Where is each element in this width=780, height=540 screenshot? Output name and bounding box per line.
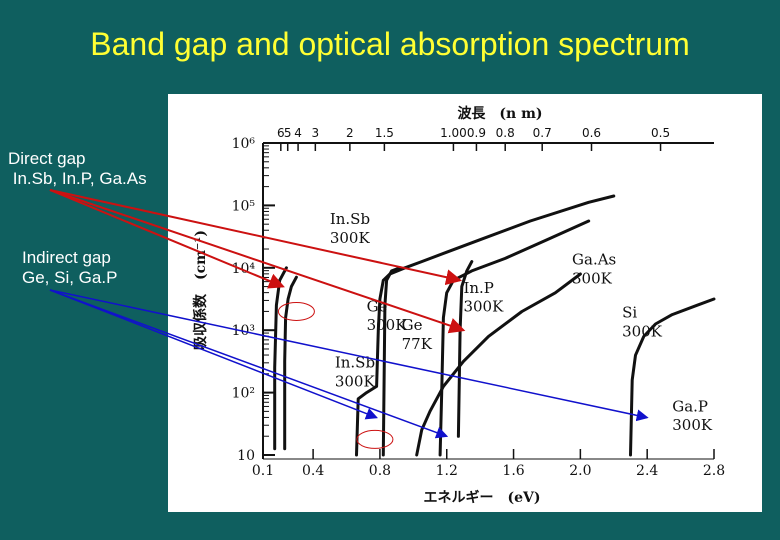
- top-axis-title: 波長 (n m): [457, 105, 542, 122]
- y-tick-label: 10⁵: [232, 198, 256, 214]
- x-tick-label: 2.8: [703, 463, 725, 479]
- top-tick-label: 0.8: [496, 126, 515, 140]
- highlight-ellipse: [277, 301, 315, 321]
- curve-label: 300K: [367, 316, 408, 334]
- curve-label: 300K: [622, 322, 663, 340]
- curve-label: Ge: [402, 316, 423, 334]
- x-tick-label: 0.1: [252, 463, 274, 479]
- curve-label: 300K: [672, 416, 713, 434]
- curve-label: 300K: [463, 297, 504, 315]
- curve-label: 300K: [330, 229, 371, 247]
- top-tick-label: 0.7: [533, 126, 552, 140]
- top-tick-label: 6: [277, 126, 285, 140]
- curve-label: In.P: [463, 279, 493, 297]
- indirect-gap-arrow: [49, 289, 449, 439]
- x-tick-label: 1.6: [502, 463, 524, 479]
- curve-label: Ga.As: [572, 251, 616, 269]
- highlight-ellipse: [356, 429, 394, 449]
- curve-label: 77K: [402, 335, 433, 353]
- top-tick-label: 0.9: [467, 126, 486, 140]
- figure-panel: [168, 94, 762, 512]
- y-tick-label: 10: [237, 448, 255, 464]
- top-tick-label: 0.5: [651, 126, 670, 140]
- direct-gap-arrow: [49, 189, 463, 286]
- curve-label: In.Sb: [335, 354, 375, 372]
- curve-ga-p-300k: [629, 297, 716, 457]
- x-axis-title: エネルギー (eV): [423, 489, 540, 506]
- indirect-gap-arrow: [49, 289, 378, 420]
- indirect-gap-label: Indirect gap Ge, Si, Ga.P: [22, 248, 118, 287]
- x-tick-label: 2.4: [636, 463, 658, 479]
- x-tick-label: 2.0: [569, 463, 591, 479]
- top-tick-label: 1.5: [375, 126, 394, 140]
- indirect-gap-arrow: [49, 289, 649, 422]
- top-tick-label: 2: [346, 126, 354, 140]
- top-tick-label: 4: [294, 126, 302, 140]
- curve-label: 300K: [572, 269, 613, 287]
- direct-gap-arrow: [49, 189, 285, 289]
- curve-label: Si: [622, 304, 637, 322]
- curve-ga-as-300k: [438, 219, 591, 457]
- y-tick-label: 10²: [232, 386, 255, 402]
- top-tick-label: 1.00: [440, 126, 467, 140]
- x-tick-label: 0.4: [302, 463, 324, 479]
- curve-label: 300K: [335, 372, 376, 390]
- curve-si-300k: [415, 272, 582, 457]
- curve-label: Ga.P: [672, 397, 708, 415]
- y-axis-title: 吸収係数 (cm⁻¹): [192, 230, 209, 350]
- direct-gap-label: Direct gap In.Sb, In.P, Ga.As: [8, 149, 147, 188]
- direct-gap-arrow: [49, 189, 466, 334]
- curve-label: In.Sb: [330, 210, 370, 228]
- x-tick-label: 0.8: [369, 463, 391, 479]
- x-tick-label: 1.2: [436, 463, 458, 479]
- y-tick-label: 10⁶: [232, 136, 256, 152]
- slide-title: Band gap and optical absorption spectrum: [90, 26, 690, 62]
- curve-ge-77k: [381, 266, 402, 457]
- top-tick-label: 3: [312, 126, 320, 140]
- top-tick-label: 5: [284, 126, 292, 140]
- top-tick-label: 0.6: [582, 126, 601, 140]
